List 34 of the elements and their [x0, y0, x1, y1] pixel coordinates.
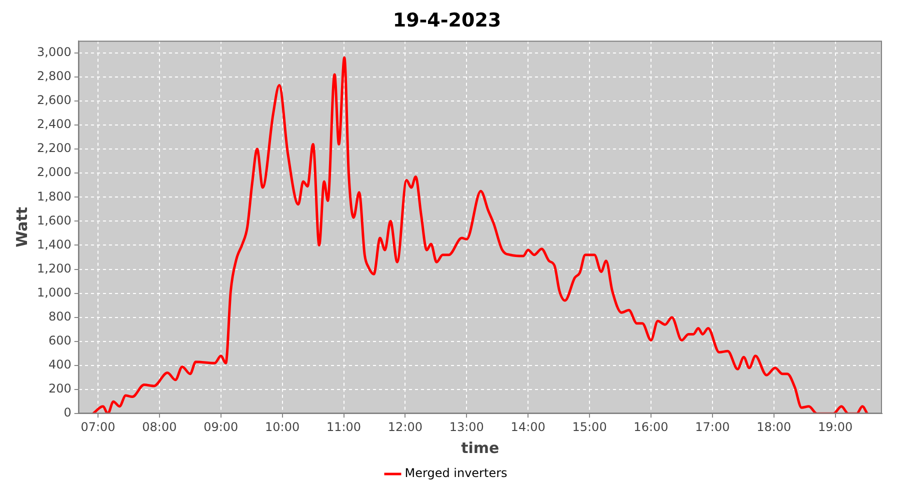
y-tick-label: 1,200 — [36, 261, 72, 276]
x-axis-title: time — [461, 438, 500, 457]
x-tick-label: 10:00 — [265, 420, 300, 434]
y-tick-label: 2,600 — [36, 93, 72, 108]
y-tick-label: 200 — [48, 382, 72, 396]
x-tick-label: 17:00 — [695, 420, 730, 434]
x-tick-label: 13:00 — [449, 420, 484, 434]
x-tick-label: 19:00 — [818, 420, 853, 434]
y-tick-label: 0 — [64, 406, 72, 420]
x-tick-label: 08:00 — [142, 420, 177, 434]
legend-label: Merged inverters — [404, 466, 508, 480]
y-tick-label: 2,800 — [36, 69, 72, 83]
y-tick-label: 2,400 — [36, 117, 72, 132]
x-tick-label: 18:00 — [756, 420, 792, 434]
x-tick-label: 12:00 — [388, 420, 423, 434]
y-tick-label: 1,800 — [36, 189, 72, 204]
y-tick-label: 800 — [48, 310, 72, 324]
y-tick-label: 3,000 — [36, 44, 72, 59]
y-tick-label: 1,600 — [36, 213, 72, 228]
y-tick-label: 2,000 — [36, 165, 72, 180]
y-tick-label: 400 — [48, 358, 72, 372]
y-tick-label: 1,400 — [36, 237, 72, 252]
y-tick-label: 600 — [48, 334, 72, 348]
x-tick-label: 16:00 — [634, 420, 668, 434]
chart-title: 19-4-2023 — [392, 9, 502, 32]
y-axis-title: Watt — [12, 206, 31, 248]
x-tick-label: 07:00 — [80, 420, 116, 434]
x-tick-label: 11:00 — [326, 420, 362, 434]
x-tick-label: 14:00 — [510, 420, 546, 434]
x-tick-label: 09:00 — [204, 420, 238, 434]
y-tick-label: 1,000 — [36, 285, 72, 300]
line-series — [92, 56, 869, 414]
x-tick-label: 15:00 — [572, 420, 607, 434]
y-tick-label: 2,200 — [36, 141, 72, 156]
